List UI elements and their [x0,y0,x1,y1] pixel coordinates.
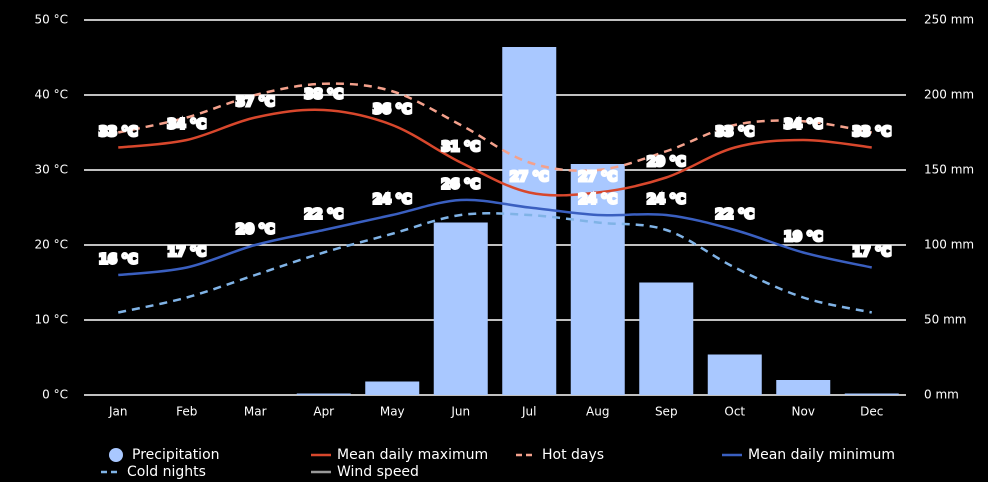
y2-tick-label: 150 mm [924,163,974,177]
legend-label: Precipitation [132,447,220,463]
y2-tick-label: 100 mm [924,238,974,252]
precipitation-bar [296,393,351,395]
x-tick-label: Sep [655,405,678,419]
value-label: 22 °C [304,208,343,223]
value-label: 22 °C [715,208,754,223]
value-label: 31 °C [441,140,480,155]
precipitation-bar [707,354,762,395]
line [118,198,873,277]
legend-swatch [109,448,123,462]
x-tick-label: Aug [586,405,609,419]
value-label: 16 °C [99,253,138,268]
x-tick-label: May [380,405,405,419]
line [117,212,873,314]
precipitation-bar [365,381,420,395]
y-tick-label: 0 °C [42,388,68,402]
value-label: 33 °C [715,125,754,140]
value-label: 17 °C [852,245,891,260]
precipitation-bar [776,380,831,395]
value-label: 34 °C [167,118,206,133]
x-tick-label: Jan [108,405,128,419]
value-label: 27 °C [578,170,617,185]
precipitation-bar [844,393,899,395]
value-label: 17 °C [167,245,206,260]
precipitation-bar [502,47,557,395]
y2-tick-label: 200 mm [924,88,974,102]
precipitation-bar [639,282,694,395]
value-label: 33 °C [99,125,138,140]
legend-label: Mean daily maximum [337,447,488,463]
value-label: 33 °C [852,125,891,140]
y2-tick-label: 250 mm [924,13,974,27]
value-label: 34 °C [784,118,823,133]
legend-label: Hot days [542,447,604,463]
value-label: 24 °C [647,193,686,208]
value-label: 36 °C [373,103,412,118]
x-tick-label: Mar [244,405,267,419]
line [117,82,872,172]
legend-label: Mean daily minimum [748,447,895,463]
y2-tick-label: 0 mm [924,388,959,402]
x-tick-label: Jun [450,405,470,419]
line [118,108,872,197]
y-tick-label: 40 °C [35,88,68,102]
x-tick-label: Nov [792,405,815,419]
precipitation-bar [570,164,625,395]
y2-tick-label: 50 mm [924,313,966,327]
x-tick-label: Jul [521,405,536,419]
y-tick-label: 20 °C [35,238,68,252]
value-label: 27 °C [510,170,549,185]
precipitation-bar [433,222,488,395]
value-label: 26 °C [441,178,480,193]
value-label: 24 °C [373,193,412,208]
y-tick-label: 30 °C [35,163,68,177]
y-tick-label: 50 °C [35,13,68,27]
value-label: 37 °C [236,95,275,110]
value-label: 20 °C [236,223,275,238]
x-tick-label: Apr [313,405,334,419]
y-tick-label: 10 °C [35,313,68,327]
value-label: 29 °C [647,155,686,170]
legend-label: Wind speed [337,464,419,480]
value-label: 38 °C [304,88,343,103]
value-label: 19 °C [784,230,823,245]
x-tick-label: Feb [176,405,197,419]
value-label: 24 °C [578,193,617,208]
legend-label: Cold nights [127,464,206,480]
x-tick-label: Dec [860,405,883,419]
x-tick-label: Oct [724,405,745,419]
